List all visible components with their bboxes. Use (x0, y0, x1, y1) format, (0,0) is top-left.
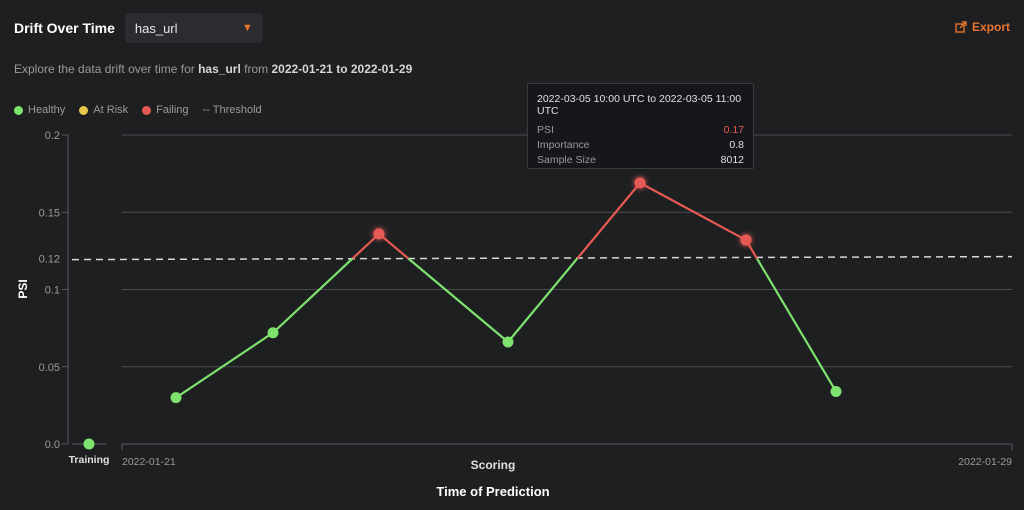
feature-select[interactable]: has_url ▼ (124, 13, 263, 43)
data-point (740, 234, 752, 246)
chevron-down-icon: ▼ (242, 22, 253, 34)
tooltip-value: 0.8 (729, 139, 744, 151)
tooltip-row-sample-size: Sample Size 8012 (537, 153, 744, 168)
training-label: Training (69, 454, 110, 466)
series-segment (507, 257, 579, 343)
subtitle-feature: has_url (198, 62, 241, 76)
legend-item-failing[interactable]: Failing (142, 104, 189, 116)
subtitle-from: from (244, 62, 269, 76)
y-tick-label: 0.05 (39, 362, 60, 374)
scoring-label: Scoring (471, 458, 516, 472)
subtitle-start-date: 2022-01-21 (271, 62, 333, 76)
data-point (634, 177, 646, 189)
x-start-label: 2022-01-21 (122, 456, 176, 468)
chart-subtitle: Explore the data drift over time for has… (14, 62, 412, 76)
legend-at-risk-label: At Risk (93, 104, 129, 116)
at-risk-dot-icon (79, 105, 89, 115)
y-tick-label: 0.2 (45, 130, 60, 142)
tooltip-label: Sample Size (537, 154, 596, 166)
healthy-dot-icon (14, 105, 23, 115)
training-data-point (83, 438, 95, 450)
feature-select-value: has_url (134, 20, 178, 36)
legend-healthy-label: Healthy (28, 104, 66, 116)
series-segment (407, 257, 509, 343)
subtitle-prefix: Explore the data drift over time for (14, 62, 195, 76)
data-point (170, 392, 182, 404)
legend-threshold-label: -- Threshold (202, 104, 262, 116)
y-tick-label: 0.15 (39, 207, 60, 219)
series-segment (175, 331, 274, 399)
series-segment (639, 181, 747, 242)
chart-title: Drift Over Time (14, 20, 115, 36)
y-tick-label: 0.1 (45, 285, 60, 297)
series-segment (576, 182, 641, 260)
threshold-line (71, 255, 1013, 261)
export-icon (955, 21, 967, 33)
chart-header: Drift Over Time has_url ▼ (14, 13, 263, 43)
series-segment (351, 233, 380, 260)
legend-item-threshold[interactable]: -- Threshold (203, 104, 262, 116)
tooltip-value: 0.17 (723, 124, 744, 136)
data-point (267, 327, 279, 339)
legend-item-at-risk[interactable]: At Risk (79, 104, 128, 116)
threshold-value-label: 0.12 (39, 254, 60, 266)
x-axis-title: Time of Prediction (436, 484, 549, 499)
data-point-tooltip: 2022-03-05 10:00 UTC to 2022-03-05 11:00… (527, 83, 754, 169)
subtitle-to: to (336, 62, 348, 76)
data-point (373, 228, 385, 240)
tooltip-title: 2022-03-05 10:00 UTC to 2022-03-05 11:00… (537, 93, 742, 117)
series-segment (378, 233, 410, 260)
tooltip-label: PSI (537, 124, 554, 136)
chart-legend: Healthy At Risk Failing -- Threshold (14, 104, 262, 116)
tooltip-row-psi: PSI 0.17 (537, 123, 744, 138)
export-label: Export (971, 20, 1010, 34)
series-segment (756, 258, 837, 393)
y-axis-title: PSI (16, 279, 30, 298)
y-tick-label: 0.0 (45, 439, 60, 451)
tooltip-label: Importance (537, 139, 590, 151)
data-point (830, 385, 842, 397)
failing-dot-icon (142, 105, 152, 115)
tooltip-row-importance: Importance 0.8 (537, 138, 744, 153)
series-segment (272, 257, 354, 334)
subtitle-end-date: 2022-01-29 (350, 62, 413, 76)
data-point (502, 336, 514, 348)
legend-item-healthy[interactable]: Healthy (14, 104, 65, 116)
x-end-label: 2022-01-29 (958, 456, 1012, 468)
export-button[interactable]: Export (955, 20, 1010, 34)
legend-failing-label: Failing (156, 104, 189, 116)
tooltip-value: 8012 (720, 154, 744, 166)
